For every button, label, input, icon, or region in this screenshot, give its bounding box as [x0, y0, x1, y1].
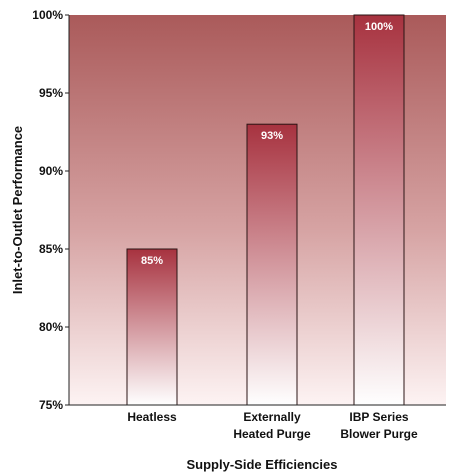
- bars-group: 85% 93% 100%: [126, 14, 405, 406]
- y-tick-label: 95%: [39, 86, 63, 100]
- x-axis-title: Supply-Side Efficiencies: [187, 457, 338, 472]
- x-categories-group: Heatless Externally Heated Purge IBP Series…: [127, 410, 418, 441]
- y-tick-label: 80%: [39, 320, 63, 334]
- x-category-label: Heated Purge: [233, 427, 311, 441]
- x-category-label: Blower Purge: [340, 427, 418, 441]
- x-category-label: IBP Series: [349, 410, 408, 424]
- y-tick-label: 100%: [32, 8, 63, 22]
- bar-value-label: 85%: [141, 255, 163, 267]
- bar-value-label: 100%: [365, 21, 393, 33]
- bar: [353, 14, 405, 406]
- bar-value-label: 93%: [261, 130, 283, 142]
- y-tick-label: 75%: [39, 398, 63, 412]
- x-category-label: Externally: [243, 410, 301, 424]
- y-ticks-group: 75% 80% 85% 90% 95% 100%: [32, 8, 69, 412]
- y-tick-label: 90%: [39, 164, 63, 178]
- bar: [126, 248, 178, 406]
- y-axis-title: Inlet-to-Outlet Performance: [10, 126, 25, 294]
- x-category-label: Heatless: [127, 410, 177, 424]
- bar: [246, 123, 298, 406]
- y-tick-label: 85%: [39, 242, 63, 256]
